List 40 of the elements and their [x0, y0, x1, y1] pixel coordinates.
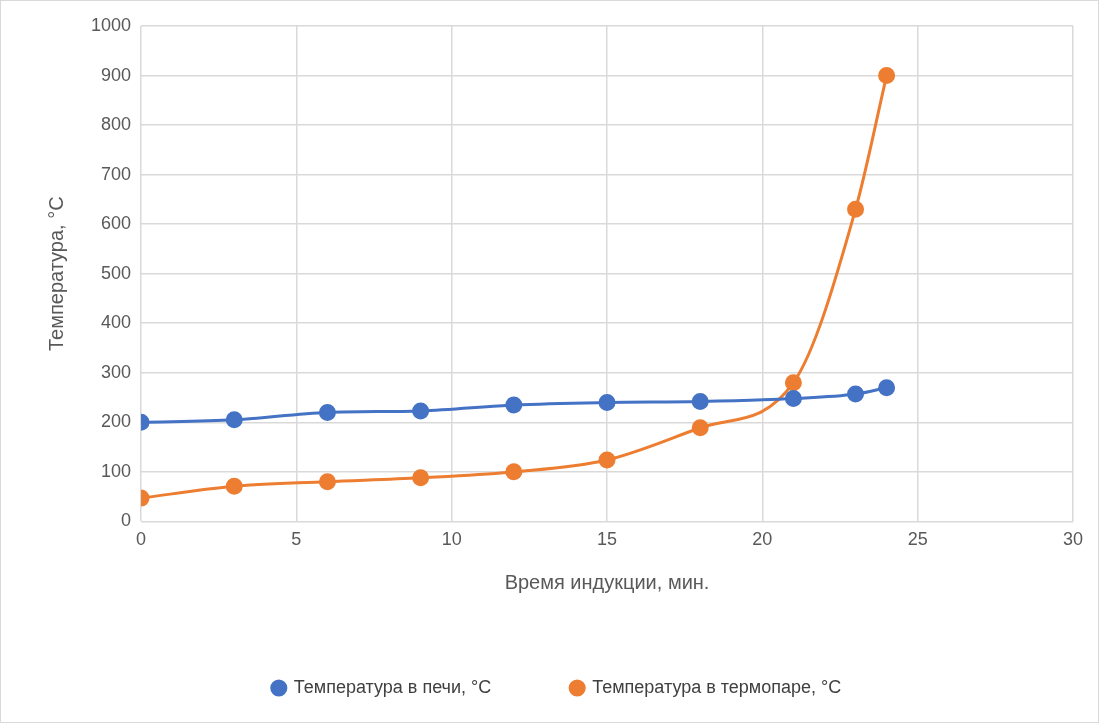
- x-tick-label: 20: [752, 529, 773, 550]
- legend-label: Температура в термопаре, °C: [592, 676, 842, 697]
- y-tick-label: 100: [101, 460, 132, 481]
- x-tick-label: 5: [291, 529, 302, 550]
- point: [878, 379, 896, 397]
- y-axis-title: Температура, °C: [44, 196, 67, 352]
- point: [691, 393, 709, 411]
- y-tick-label: 300: [101, 361, 132, 382]
- legend-label: Температура в печи, °C: [293, 676, 492, 697]
- point: [847, 200, 865, 218]
- point: [847, 385, 865, 403]
- y-tick-label: 1000: [91, 14, 132, 35]
- x-tick-label: 30: [1062, 529, 1084, 550]
- point: [225, 477, 243, 495]
- point: [691, 419, 709, 437]
- point: [505, 463, 523, 481]
- x-tick-label: 15: [597, 529, 618, 550]
- x-tick-label: 25: [907, 529, 928, 550]
- x-tick-label: 10: [441, 529, 462, 550]
- point: [318, 473, 336, 491]
- point: [878, 67, 896, 85]
- y-tick-label: 800: [101, 114, 132, 135]
- point: [225, 411, 243, 429]
- y-tick-label: 0: [121, 510, 132, 531]
- point: [784, 374, 802, 392]
- y-tick-label: 400: [101, 312, 132, 333]
- point: [412, 469, 430, 487]
- y-tick-label: 700: [101, 163, 132, 184]
- point: [318, 403, 336, 421]
- y-tick-label: 200: [101, 411, 132, 432]
- x-axis-title: Время индукции, мин.: [504, 570, 710, 593]
- y-tick-label: 500: [101, 262, 132, 283]
- y-tick-label: 900: [101, 64, 132, 85]
- point: [412, 402, 430, 420]
- point: [784, 390, 802, 408]
- point: [505, 396, 523, 414]
- x-tick-label: 0: [136, 529, 147, 550]
- point: [598, 394, 616, 411]
- y-tick-label: 600: [101, 213, 132, 234]
- point: [598, 451, 616, 469]
